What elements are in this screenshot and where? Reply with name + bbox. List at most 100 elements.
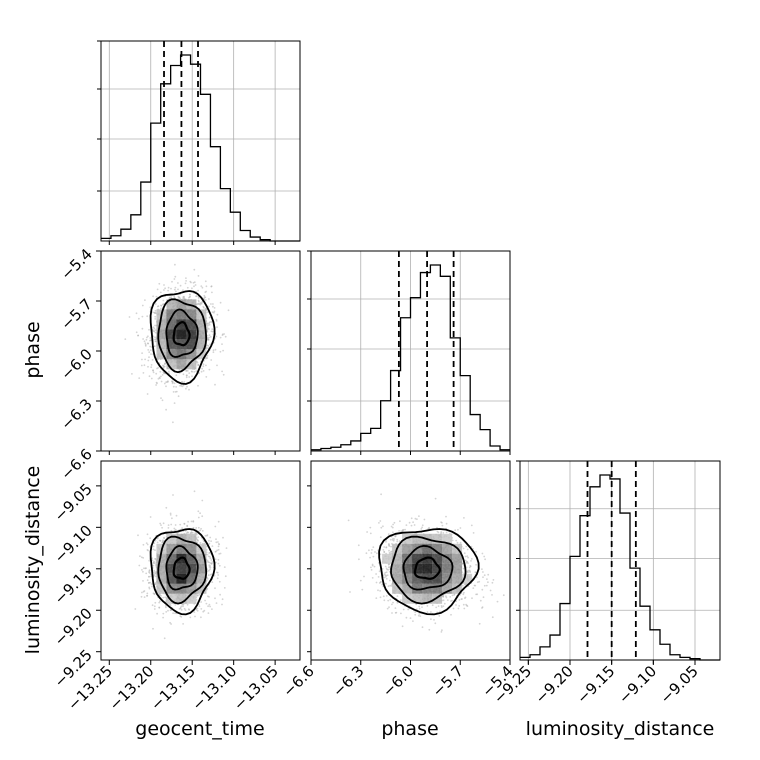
ld-geocent-sample-point [211, 545, 214, 547]
phase-geocent-sample-point [162, 299, 165, 302]
phase-geocent-sample-point [162, 371, 165, 374]
ld-geocent-sample-point [207, 555, 210, 558]
ld-geocent-sample-point [169, 514, 172, 516]
ld-geocent-sample-point [209, 605, 212, 608]
ld-phase-sample-point [496, 600, 499, 603]
ld-geocent-density-cell [166, 593, 177, 604]
ld-phase-sample-point [462, 593, 465, 596]
ld-phase-sample-point [396, 540, 399, 543]
ld-phase-sample-point [399, 520, 401, 523]
phase-geocent-density-cell [196, 319, 207, 330]
phase-geocent-sample-point [144, 345, 147, 347]
phase-geocent-sample-point [175, 374, 178, 377]
phase-geocent-sample-point [179, 284, 182, 287]
ld-geocent-sample-point [169, 609, 172, 611]
phase-geocent-sample-point [202, 363, 205, 366]
phase-geocent-sample-point [156, 367, 158, 370]
phase-geocent-sample-point [147, 342, 149, 345]
ld-phase-sample-point [426, 611, 429, 614]
phase-geocent-sample-point [185, 376, 188, 379]
ld-phase-sample-point [469, 570, 471, 573]
ld-geocent-density-cell [166, 573, 177, 584]
phase-geocent-sample-point [200, 302, 203, 305]
phase-geocent-sample-point [147, 335, 149, 338]
ld-geocent-density-cell [156, 583, 167, 594]
ld-geocent-sample-point [215, 538, 217, 541]
ld-phase-sample-point [470, 560, 472, 562]
ld-geocent-sample-point [145, 567, 147, 569]
ld-phase-sample-point [456, 541, 459, 544]
phase-geocent-sample-point [212, 351, 215, 354]
phase-geocent-sample-point [197, 384, 199, 387]
ld-geocent-sample-point [137, 534, 139, 537]
phase-geocent-sample-point [191, 287, 193, 290]
phase-geocent-sample-point [163, 284, 165, 286]
ld-geocent-sample-point [169, 512, 172, 515]
ld-phase-sample-point [412, 521, 414, 524]
phase-geocent-sample-point [154, 303, 157, 305]
ld-geocent-sample-point [170, 523, 173, 526]
ld-geocent-sample-point [164, 596, 167, 599]
ld-geocent-sample-point [154, 539, 157, 542]
phase-geocent-sample-point [154, 340, 157, 343]
ld-phase-sample-point [366, 531, 368, 533]
ld-phase-sample-point [393, 521, 396, 524]
ld-geocent-density-cell [196, 563, 207, 574]
phase-geocent-sample-point [128, 316, 131, 318]
ld-geocent-sample-point [159, 522, 162, 525]
phase-geocent-sample-point [208, 323, 211, 326]
phase-geocent-sample-point [148, 375, 151, 378]
ld-phase-sample-point [372, 546, 375, 548]
ld-geocent-sample-point [163, 536, 165, 539]
phase-geocent-sample-point [150, 366, 153, 369]
phase-geocent-sample-point [219, 336, 222, 339]
phase-geocent-sample-point [185, 277, 187, 279]
ld-geocent-sample-point [172, 612, 175, 615]
ld-geocent-sample-point [134, 608, 137, 610]
ld-geocent-sample-point [216, 549, 219, 552]
ld-phase-sample-point [365, 552, 368, 555]
ld-geocent-sample-point [206, 553, 209, 556]
ld-phase-sample-point [465, 566, 468, 569]
ld-phase-sample-point [442, 532, 445, 534]
ld-geocent-sample-point [173, 527, 176, 530]
phase-geocent-sample-point [205, 364, 207, 367]
ld-phase-sample-point [386, 607, 389, 610]
ld-geocent-sample-point [189, 616, 192, 619]
ld-geocent-sample-point [207, 605, 210, 608]
ld-geocent-sample-point [143, 596, 146, 598]
ld-phase-sample-point [431, 604, 434, 607]
geocent-hist-steps [101, 54, 300, 242]
phase-geocent-sample-point [144, 342, 147, 345]
ld-geocent-sample-point [214, 558, 217, 561]
phase-geocent-sample-point [222, 349, 225, 352]
ld-geocent-sample-point [167, 609, 169, 612]
phase-geocent-sample-point [193, 285, 195, 288]
ld-geocent-sample-point [150, 575, 153, 578]
ld-geocent-sample-point [154, 558, 157, 560]
phase-geocent-sample-point [203, 296, 206, 299]
phase-geocent-sample-point [147, 365, 149, 368]
ld-phase-sample-point [455, 539, 458, 542]
ld-geocent-sample-point [197, 536, 200, 538]
ld-phase-sample-point [347, 519, 350, 522]
phase-geocent-sample-point [177, 395, 180, 398]
ld-geocent-sample-point [153, 571, 156, 574]
ld-phase-sample-point [400, 599, 402, 601]
ld-phase-sample-point [457, 607, 460, 610]
phase-geocent-sample-point [161, 374, 164, 376]
ld-phase-sample-point [421, 626, 424, 629]
phase-geocent-sample-point [158, 282, 161, 285]
phase-geocent-sample-point [204, 280, 207, 283]
ld-geocent-density-cell [166, 553, 177, 564]
phase-geocent-sample-point [149, 306, 152, 309]
phase-geocent-sample-point [182, 296, 185, 298]
ld-geocent-sample-point [194, 615, 196, 618]
phase-geocent-sample-point [135, 331, 138, 334]
ld-phase-sample-point [454, 529, 457, 532]
ld-geocent-sample-point [163, 637, 166, 640]
ld-phase-sample-point [487, 573, 490, 576]
ld-phase-sample-point [384, 565, 387, 568]
ld-geocent-sample-point [222, 536, 224, 539]
